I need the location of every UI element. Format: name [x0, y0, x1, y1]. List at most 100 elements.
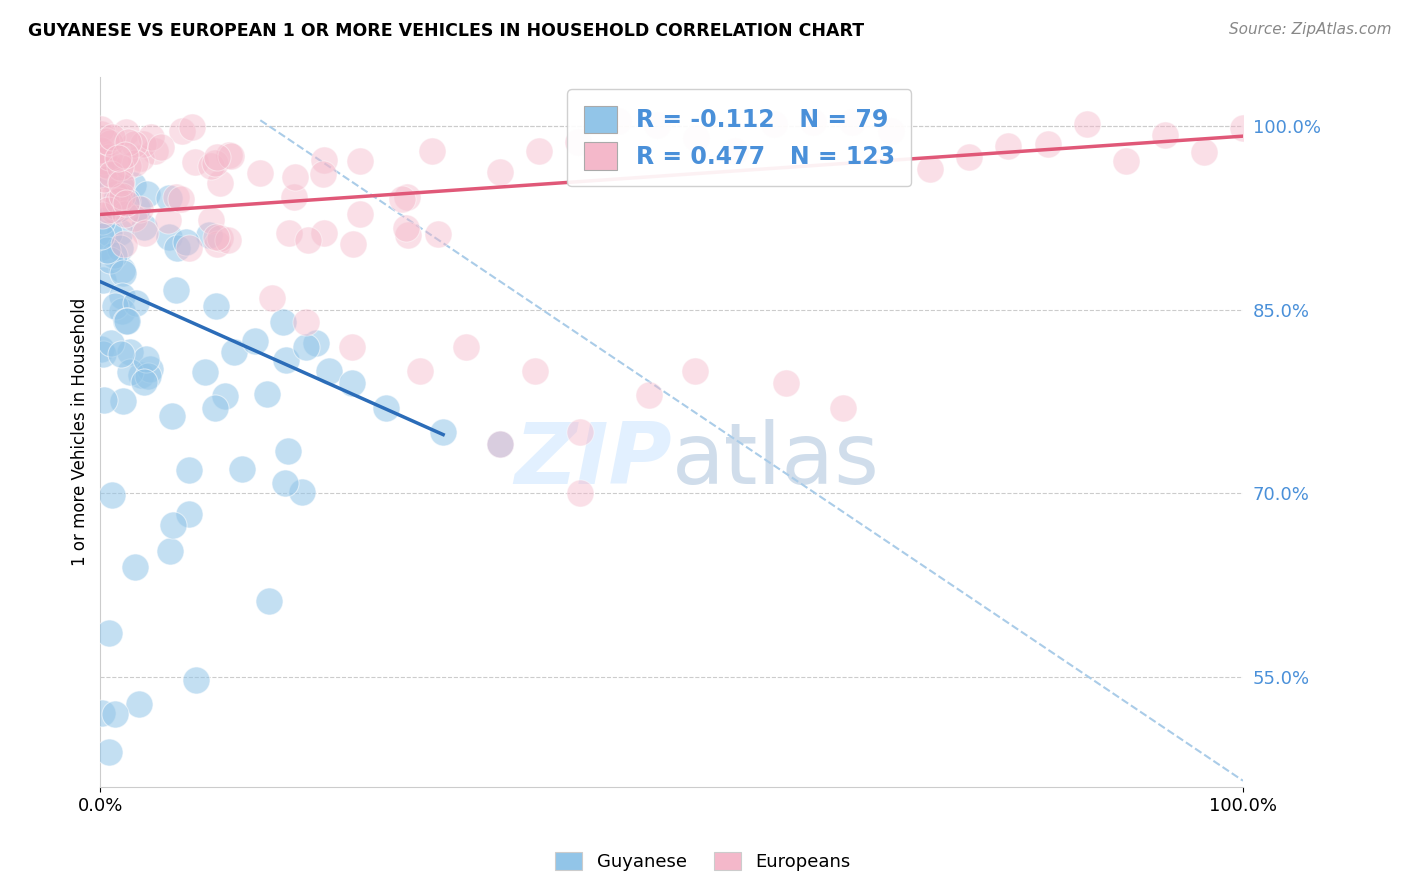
Point: [170, 124, 193, 138]
Point: [114, 125, 136, 139]
Point: [340, 376, 363, 391]
Point: [880, 124, 903, 138]
Point: [295, 315, 318, 329]
Point: [375, 401, 398, 415]
Point: [606, 113, 628, 128]
Point: [135, 351, 157, 366]
Point: [529, 145, 551, 159]
Point: [110, 179, 132, 194]
Point: [396, 190, 419, 204]
Point: [124, 560, 146, 574]
Point: [111, 393, 134, 408]
Point: [96, 158, 118, 172]
Point: [98, 253, 121, 268]
Point: [231, 462, 253, 476]
Point: [177, 241, 200, 255]
Point: [122, 137, 145, 152]
Point: [110, 176, 132, 190]
Point: [200, 212, 222, 227]
Point: [135, 187, 157, 202]
Point: [93, 392, 115, 407]
Point: [93, 172, 115, 186]
Point: [165, 283, 187, 297]
Point: [103, 248, 125, 262]
Point: [91, 213, 114, 227]
Point: [125, 296, 148, 310]
Legend: Guyanese, Europeans: Guyanese, Europeans: [548, 845, 858, 879]
Y-axis label: 1 or more Vehicles in Household: 1 or more Vehicles in Household: [72, 298, 89, 566]
Point: [159, 544, 181, 558]
Point: [422, 144, 444, 158]
Point: [997, 138, 1019, 153]
Point: [762, 117, 785, 131]
Point: [957, 150, 980, 164]
Point: [115, 314, 138, 328]
Point: [256, 387, 278, 401]
Point: [90, 143, 112, 157]
Point: [105, 189, 128, 203]
Point: [114, 207, 136, 221]
Point: [489, 437, 512, 451]
Point: [724, 144, 747, 158]
Point: [205, 230, 228, 244]
Legend: R = -0.112   N = 79, R = 0.477   N = 123: R = -0.112 N = 79, R = 0.477 N = 123: [567, 89, 911, 186]
Point: [1036, 137, 1059, 152]
Point: [90, 127, 112, 141]
Point: [129, 152, 152, 166]
Point: [111, 289, 134, 303]
Point: [277, 444, 299, 458]
Point: [91, 168, 114, 182]
Point: [204, 401, 226, 416]
Point: [111, 263, 134, 277]
Point: [104, 187, 127, 202]
Point: [101, 202, 124, 217]
Text: ZIP: ZIP: [515, 419, 672, 502]
Point: [1192, 145, 1215, 160]
Point: [685, 131, 707, 145]
Text: atlas: atlas: [672, 419, 880, 502]
Point: [129, 368, 152, 382]
Point: [637, 388, 659, 402]
Point: [305, 335, 328, 350]
Point: [101, 488, 124, 502]
Point: [160, 409, 183, 424]
Point: [97, 202, 120, 217]
Point: [841, 115, 863, 129]
Point: [291, 485, 314, 500]
Point: [110, 225, 132, 239]
Point: [283, 190, 305, 204]
Point: [90, 342, 112, 356]
Point: [111, 304, 134, 318]
Point: [91, 347, 114, 361]
Point: [284, 170, 307, 185]
Point: [219, 149, 242, 163]
Point: [125, 201, 148, 215]
Point: [128, 202, 150, 216]
Point: [90, 706, 112, 720]
Point: [340, 339, 363, 353]
Point: [645, 118, 668, 132]
Point: [205, 237, 228, 252]
Point: [342, 237, 364, 252]
Point: [128, 698, 150, 712]
Point: [832, 401, 855, 415]
Point: [91, 273, 114, 287]
Point: [204, 155, 226, 169]
Point: [278, 226, 301, 240]
Point: [97, 169, 120, 183]
Point: [121, 178, 143, 192]
Point: [107, 151, 129, 165]
Point: [100, 167, 122, 181]
Point: [569, 486, 592, 500]
Point: [165, 190, 187, 204]
Point: [157, 229, 180, 244]
Point: [312, 167, 335, 181]
Point: [134, 226, 156, 240]
Point: [224, 345, 246, 359]
Point: [90, 122, 112, 136]
Point: [274, 352, 297, 367]
Point: [1076, 117, 1098, 131]
Point: [98, 150, 121, 164]
Point: [115, 194, 138, 208]
Point: [94, 134, 117, 148]
